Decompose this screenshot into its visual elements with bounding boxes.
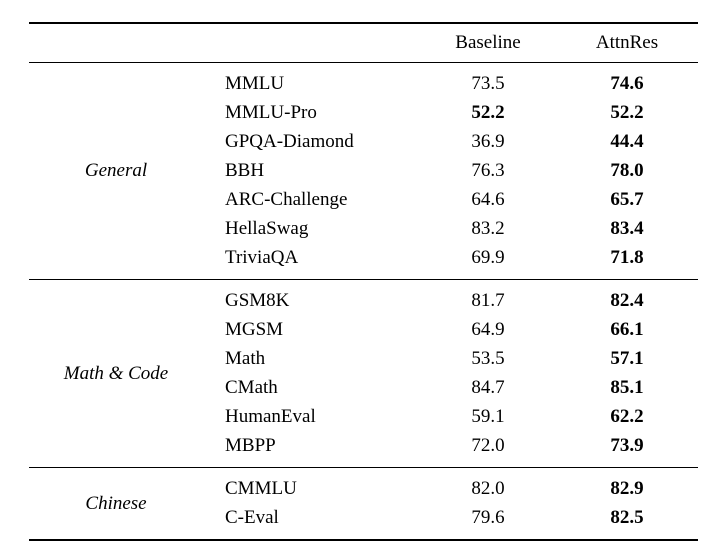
benchmark-name: BBH [225,159,265,181]
benchmark-name: HumanEval [225,405,316,427]
baseline-value: 53.5 [471,347,505,369]
baseline-value: 59.1 [471,405,505,427]
baseline-value: 36.9 [471,130,505,152]
benchmark-name: MGSM [225,318,284,340]
attnres-value: 44.4 [610,130,644,152]
benchmark-name: MMLU [225,72,285,94]
baseline-value: 81.7 [471,289,505,311]
table-row: CMath 84.7 85.1 [29,373,698,402]
table-section: General MMLU 73.5 74.6 MMLU-Pro 52.2 52.2 GPQA-… [29,62,698,280]
benchmark-name: ARC-Challenge [225,188,348,210]
attnres-value: 52.2 [610,101,644,123]
group-label: Chinese [85,492,147,514]
table-row: ARC-Challenge 64.6 65.7 [29,185,698,214]
baseline-value: 79.6 [471,506,505,528]
attnres-value: 78.0 [610,159,644,181]
table-row: TriviaQA 69.9 71.8 [29,243,698,280]
attnres-value: 65.7 [610,188,644,210]
attnres-value: 66.1 [610,318,644,340]
table-section: Math & Code GSM8K 81.7 82.4 MGSM 64.9 66.1 Math… [29,279,698,468]
benchmark-name: MBPP [225,434,276,456]
baseline-value: 69.9 [471,246,505,268]
table-row: Math & Code GSM8K 81.7 82.4 [29,280,698,384]
attnres-value: 57.1 [610,347,644,369]
table-row: HellaSwag 83.2 83.4 [29,214,698,243]
table-row: MBPP 72.0 73.9 [29,431,698,468]
group-label: Math & Code [63,362,169,384]
table-row: MMLU-Pro 52.2 52.2 [29,98,698,127]
baseline-value: 82.0 [471,477,505,499]
attnres-value: 85.1 [610,376,644,398]
benchmark-name: GSM8K [225,289,290,311]
baseline-value: 84.7 [471,376,505,398]
table-row: GPQA-Diamond 36.9 44.4 [29,127,698,156]
column-header-baseline: Baseline [420,23,556,63]
baseline-value: 64.6 [471,188,505,210]
table-section: Chinese CMMLU 82.0 82.9 C-Eval 79.6 82.5 [29,467,698,541]
table-row: C-Eval 79.6 82.5 [29,503,698,540]
header-empty-benchmark [203,23,420,63]
benchmark-name: CMath [225,376,278,398]
table-row: Chinese CMMLU 82.0 82.9 [29,468,698,514]
baseline-value: 52.2 [471,101,505,123]
benchmark-name: CMMLU [225,477,297,499]
baseline-value: 64.9 [471,318,505,340]
header-empty-group [29,23,203,63]
benchmark-name: Math [225,347,266,369]
table-row: BBH 76.3 78.0 [29,156,698,185]
benchmark-name: TriviaQA [225,246,299,268]
benchmark-name: MMLU-Pro [225,101,317,123]
baseline-value: 83.2 [471,217,505,239]
benchmark-name: HellaSwag [225,217,309,239]
attnres-value: 83.4 [610,217,644,239]
benchmark-name: GPQA-Diamond [225,130,354,152]
table-row: MGSM 64.9 66.1 [29,315,698,344]
group-label: General [84,160,148,181]
benchmark-results-table-wrap: Baseline AttnRes General MMLU 73.5 74.6 MMLU… [29,22,698,541]
attnres-value: 82.9 [610,477,644,499]
table-row: HumanEval 59.1 62.2 [29,402,698,431]
attnres-value: 71.8 [610,246,644,268]
benchmark-results-table: Baseline AttnRes General MMLU 73.5 74.6 MMLU… [29,22,698,541]
attnres-value: 82.4 [610,289,644,311]
header-row: Baseline AttnRes [29,23,698,63]
baseline-value: 72.0 [471,434,505,456]
baseline-value: 73.5 [471,72,505,94]
baseline-value: 76.3 [471,159,505,181]
table-row: Math 53.5 57.1 [29,344,698,373]
attnres-value: 82.5 [610,506,644,528]
attnres-value: 73.9 [610,434,644,456]
attnres-value: 62.2 [610,405,644,427]
table-row: General MMLU 73.5 74.6 [29,63,698,182]
column-header-attnres: AttnRes [556,23,698,63]
benchmark-name: C-Eval [225,506,279,528]
attnres-value: 74.6 [610,72,644,94]
